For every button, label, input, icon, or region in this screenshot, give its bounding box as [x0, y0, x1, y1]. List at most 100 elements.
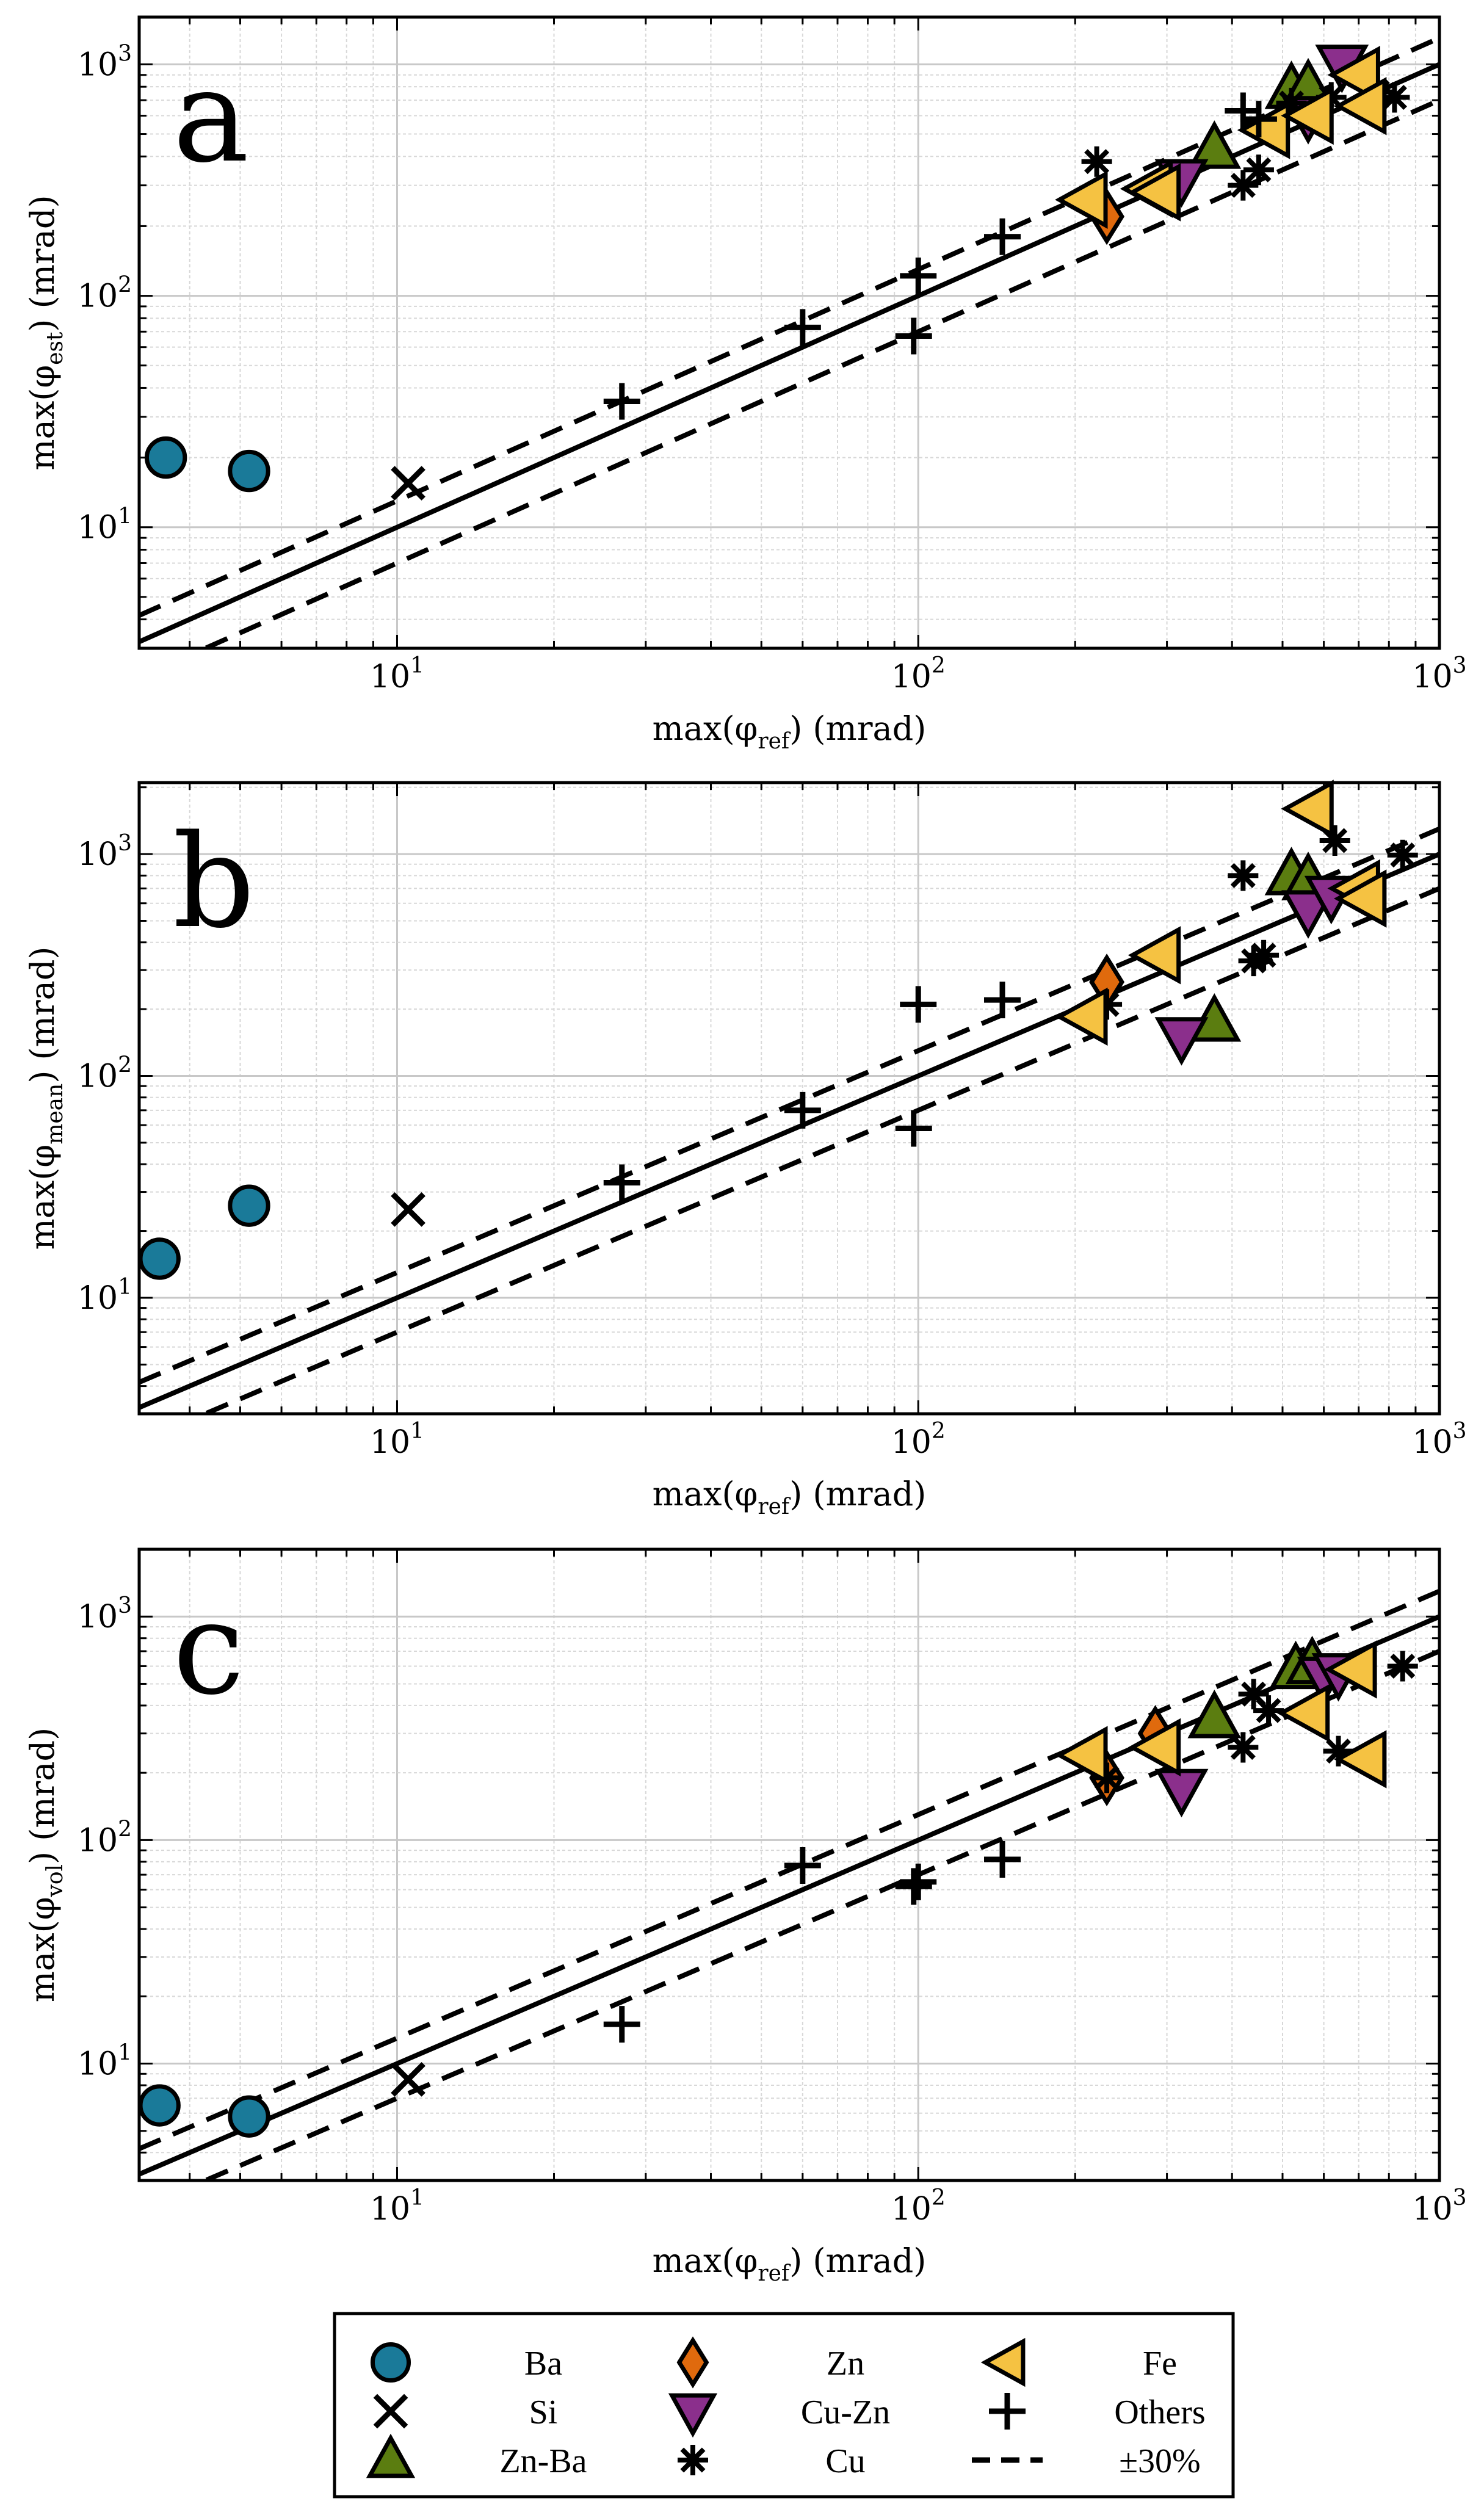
data-point-fe	[1333, 77, 1387, 136]
legend-item-ba: Ba	[370, 2342, 562, 2383]
data-point-fe	[1276, 1684, 1330, 1743]
data-point-others	[784, 309, 821, 346]
legend-label-others: Others	[1114, 2394, 1205, 2431]
data-point-fe	[1055, 1726, 1108, 1784]
reference-line-plus-30	[139, 1588, 1439, 2151]
plot-frame	[137, 1547, 1441, 2182]
legend-marker-others	[989, 2393, 1026, 2430]
data-point-fe	[1281, 86, 1334, 145]
legend-label-ba: Ba	[524, 2345, 562, 2383]
data-point-cu	[1248, 939, 1279, 971]
data-point-ba	[138, 1237, 181, 1280]
data-point-others	[1225, 92, 1262, 129]
data-point-ba	[228, 2095, 270, 2138]
legend-label-zn: Zn	[827, 2345, 864, 2383]
chart-panel-c: 101 102 103 101 102 103 max(φref) (mrad) max(φv…	[23, 1547, 1467, 2286]
legend-marker-zn	[676, 2336, 709, 2389]
x-tick-label: 102	[891, 1419, 946, 1461]
data-points	[138, 1635, 1418, 2138]
legend-item-si: Si	[373, 2394, 558, 2431]
data-point-si	[391, 1192, 425, 1227]
legend-item-zn-ba: Zn-Ba	[366, 2433, 587, 2480]
data-point-others	[895, 1110, 932, 1147]
data-point-others	[895, 317, 932, 355]
data-point-others	[603, 383, 640, 420]
legend-item-fe: Fe	[980, 2337, 1177, 2387]
data-point-cu	[1253, 1695, 1284, 1726]
legend-item-zn: Zn	[676, 2336, 864, 2389]
y-axis-label: max(φmean) (mrad)	[23, 947, 68, 1250]
data-point-fe	[1333, 1730, 1387, 1789]
y-tick-label: 101	[78, 1275, 132, 1317]
data-point-fe	[1324, 1640, 1377, 1699]
y-tick-label: 102	[78, 273, 132, 315]
data-point-fe	[1127, 926, 1181, 985]
data-point-cu	[1243, 154, 1274, 186]
x-tick-label: 101	[370, 653, 424, 695]
y-axis-label: max(φest) (mrad)	[23, 195, 68, 470]
data-point-others	[603, 2006, 640, 2043]
data-point-cu	[1323, 1735, 1354, 1767]
x-axis-label: max(φref) (mrad)	[653, 709, 927, 754]
data-point-others	[895, 1868, 932, 1905]
legend-marker-cu	[678, 2445, 708, 2475]
data-point-fe	[1127, 1718, 1181, 1777]
data-point-cu	[1387, 1651, 1418, 1682]
data-point-zn-ba	[1187, 120, 1242, 169]
y-tick-label: 103	[78, 831, 132, 873]
panel-label: a	[173, 42, 249, 191]
data-point-cu-zn	[1154, 1768, 1209, 1818]
data-points	[145, 45, 1410, 501]
y-axis-label: max(φvol) (mrad)	[23, 1728, 68, 2002]
legend-label-cu: Cu	[825, 2442, 865, 2480]
data-point-fe	[1127, 163, 1181, 222]
data-point-fe	[1055, 170, 1108, 229]
y-tick-label: 101	[78, 2041, 132, 2083]
data-point-fe	[1327, 46, 1380, 104]
panel-label: c	[173, 1574, 245, 1723]
legend-label-si: Si	[529, 2394, 558, 2431]
legend-marker-zn-ba	[366, 2433, 416, 2478]
x-axis-label: max(φref) (mrad)	[653, 2242, 927, 2286]
reference-lines	[139, 827, 1439, 1414]
data-point-si	[391, 466, 425, 501]
x-tick-label: 103	[1412, 653, 1466, 695]
legend-marker-ba	[370, 2342, 411, 2383]
data-point-others	[784, 1847, 821, 1884]
data-point-fe	[1281, 780, 1334, 838]
data-point-cu-zn	[1154, 1017, 1209, 1066]
legend-item-plus-minus-30: ±30%	[972, 2442, 1201, 2480]
data-point-ba	[145, 436, 187, 479]
x-tick-label: 103	[1412, 2185, 1466, 2227]
chart-panel-b: 101 102 103 101 102 103 max(φref) (mrad) max(φm…	[23, 780, 1467, 1519]
data-point-fe	[1333, 869, 1387, 928]
data-point-others	[984, 1840, 1021, 1878]
legend-marker-fe	[980, 2337, 1026, 2387]
data-point-cu	[1387, 839, 1418, 870]
plot-frame	[137, 781, 1441, 1416]
reference-line-minus-30	[199, 886, 1439, 1414]
data-point-zn-ba	[1187, 1689, 1242, 1739]
reference-line-minus-30	[199, 98, 1439, 648]
chart-panel-a: 101 102 103 101 102 103 max(φref) (mrad) max(φe…	[23, 15, 1467, 754]
reference-line-identity	[139, 852, 1439, 1410]
data-point-ba	[228, 449, 270, 493]
legend-item-cu-zn: Cu-Zn	[668, 2393, 890, 2438]
data-point-cu	[1228, 860, 1259, 891]
x-tick-label: 101	[370, 2185, 424, 2227]
data-point-cu	[1238, 946, 1269, 977]
data-point-others	[1240, 101, 1277, 138]
y-tick-label: 102	[78, 1053, 132, 1095]
data-point-ba	[228, 1184, 270, 1227]
legend-label-cu-zn: Cu-Zn	[801, 2394, 890, 2431]
data-point-cu	[1238, 1679, 1269, 1710]
legend-item-cu: Cu	[678, 2442, 866, 2480]
x-axis-label: max(φref) (mrad)	[653, 1475, 927, 1519]
legend-label-zn-ba: Zn-Ba	[499, 2442, 587, 2480]
x-tick-label: 102	[891, 2185, 946, 2227]
data-point-others	[984, 218, 1021, 255]
data-point-others	[900, 986, 937, 1023]
legend: Ba Si Zn-Ba Zn Cu-Zn Cu Fe Others ±30%	[333, 2312, 1235, 2499]
data-point-others	[900, 257, 937, 294]
